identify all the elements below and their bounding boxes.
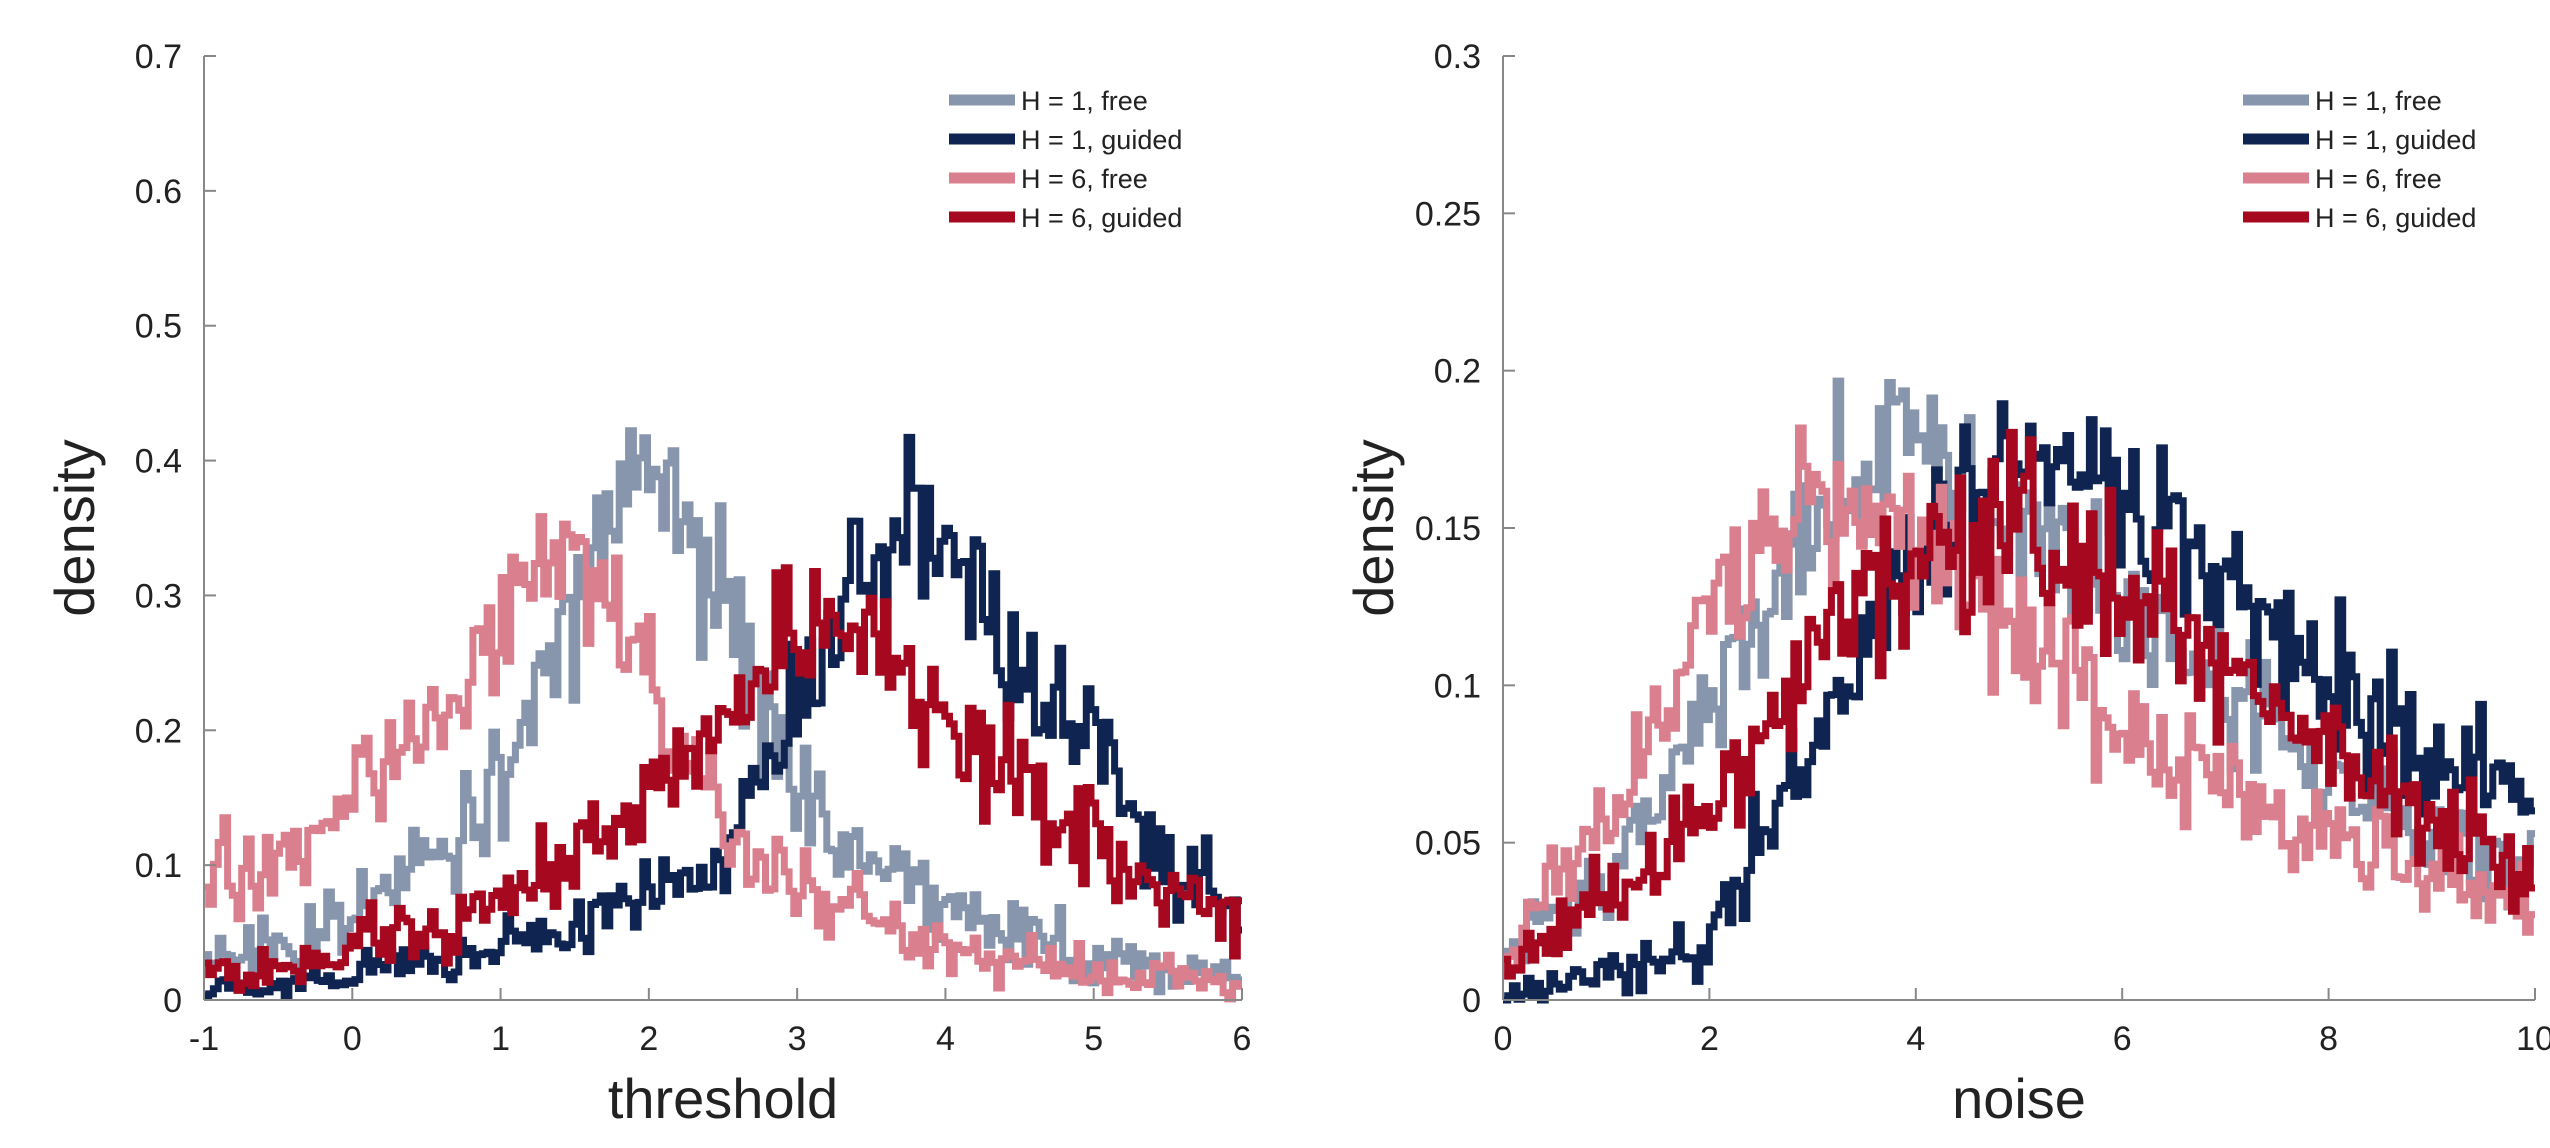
x-axis-label: noise <box>1952 1067 2086 1130</box>
series-line-0 <box>1503 377 2535 974</box>
legend-label: H = 1, free <box>1021 86 1148 116</box>
x-tick-label: 0 <box>343 1020 362 1058</box>
noise-density-chart: 0 0.05 0.1 0.15 0.2 0.25 0.3 0 2 4 6 8 10 noise densit… <box>1342 38 2550 1130</box>
series-line-2 <box>1503 424 2535 980</box>
series-line-2 <box>204 513 1242 1003</box>
x-tick-label: 2 <box>639 1020 658 1058</box>
y-tick-label: 0 <box>1462 982 1481 1020</box>
series-line-3 <box>1503 428 2535 980</box>
legend-label: H = 6, guided <box>2315 203 2476 233</box>
x-tick-label: 4 <box>1906 1020 1925 1058</box>
legend-label: H = 6, guided <box>1021 203 1182 233</box>
y-axis-label: density <box>43 439 106 616</box>
x-tick-label: -1 <box>189 1020 219 1058</box>
y-tick-label: 0.7 <box>135 38 182 76</box>
legend-label: H = 6, free <box>2315 164 2442 194</box>
series-line-3 <box>204 564 1242 994</box>
x-tick-label: 10 <box>2516 1020 2550 1058</box>
y-tick-label: 0.1 <box>135 847 182 885</box>
threshold-density-chart: 00.10.20.30.40.50.60.7-1 0 1 2 3 4 5 6threshold… <box>43 38 1251 1130</box>
legend-label: H = 1, free <box>2315 86 2442 116</box>
y-tick-label: 0.3 <box>1434 38 1481 76</box>
y-tick-label: 0.5 <box>135 308 182 346</box>
legend: H = 1, free H = 1, guided H = 6, free H = 6… <box>949 86 1182 233</box>
series-line-1 <box>1503 400 2535 1004</box>
x-tick-label: 2 <box>1700 1020 1719 1058</box>
series-line-0 <box>204 427 1242 996</box>
x-tick-label: 4 <box>936 1020 955 1058</box>
y-axis-label: density <box>1342 439 1405 616</box>
x-tick-label: 3 <box>788 1020 807 1058</box>
series-group <box>1503 377 2535 1004</box>
x-tick-label: 1 <box>491 1020 510 1058</box>
x-tick-label: 6 <box>2113 1020 2132 1058</box>
legend-label: H = 1, guided <box>1021 125 1182 155</box>
series-group <box>204 427 1242 1003</box>
x-tick-label: 8 <box>2319 1020 2338 1058</box>
x-tick-label: 6 <box>1233 1020 1252 1058</box>
y-tick-label: 0.4 <box>135 443 182 481</box>
legend-label: H = 6, free <box>1021 164 1148 194</box>
y-tick-label: 0.3 <box>135 577 182 615</box>
x-axis-label: threshold <box>608 1067 838 1130</box>
y-tick-label: 0.15 <box>1415 510 1481 548</box>
y-tick-label: 0.25 <box>1415 195 1481 233</box>
series-line-1 <box>204 433 1242 1000</box>
y-tick-label: 0.6 <box>135 173 182 211</box>
y-tick-label: 0 <box>163 982 182 1020</box>
legend: H = 1, free H = 1, guided H = 6, free H = 6… <box>2243 86 2476 233</box>
y-tick-label: 0.2 <box>135 712 182 750</box>
x-tick-label: 5 <box>1084 1020 1103 1058</box>
y-tick-label: 0.05 <box>1415 825 1481 863</box>
x-tick-label: 0 <box>1494 1020 1513 1058</box>
y-tick-label: 0.1 <box>1434 667 1481 705</box>
legend-label: H = 1, guided <box>2315 125 2476 155</box>
y-tick-label: 0.2 <box>1434 353 1481 391</box>
